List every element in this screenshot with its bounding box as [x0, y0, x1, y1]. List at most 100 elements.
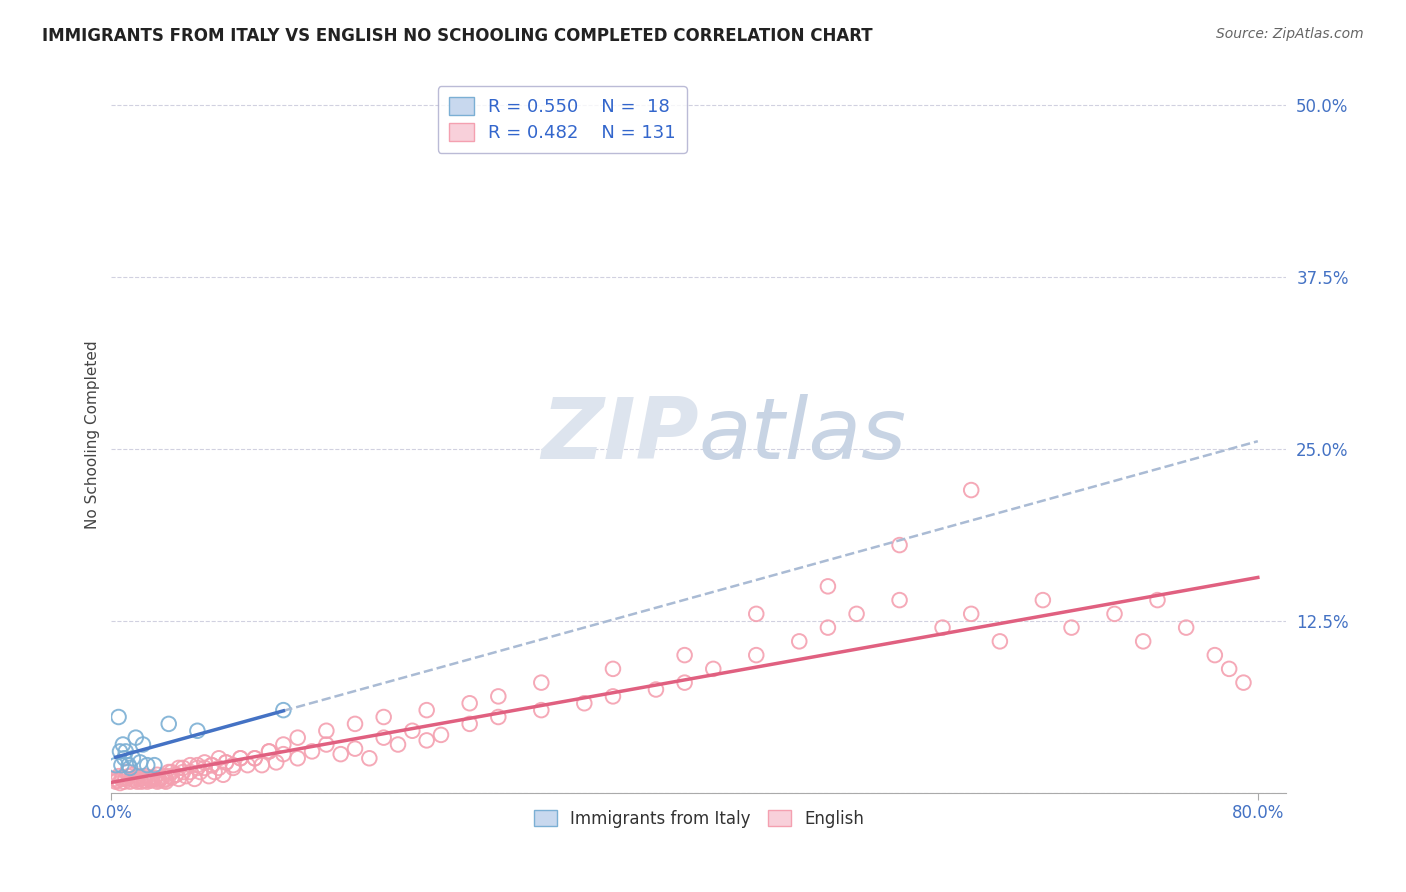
Point	[117, 758, 139, 772]
Point	[110, 772, 132, 786]
Point	[167, 772, 190, 786]
Point	[257, 744, 280, 758]
Point	[188, 764, 211, 779]
Point	[132, 738, 155, 752]
Point	[125, 771, 148, 785]
Point	[1132, 634, 1154, 648]
Point	[114, 772, 136, 786]
Point	[141, 773, 163, 788]
Point	[143, 758, 166, 772]
Point	[373, 731, 395, 745]
Point	[136, 774, 159, 789]
Point	[960, 483, 983, 497]
Point	[1104, 607, 1126, 621]
Point	[148, 773, 170, 788]
Point	[118, 761, 141, 775]
Point	[104, 774, 127, 789]
Point	[960, 607, 983, 621]
Point	[179, 758, 201, 772]
Point	[125, 731, 148, 745]
Point	[817, 579, 839, 593]
Point	[129, 772, 152, 786]
Point	[415, 733, 437, 747]
Point	[155, 772, 177, 786]
Point	[157, 769, 180, 783]
Point	[1146, 593, 1168, 607]
Point	[486, 690, 509, 704]
Point	[208, 761, 231, 775]
Point	[148, 772, 170, 786]
Point	[146, 768, 169, 782]
Text: atlas: atlas	[699, 393, 907, 476]
Point	[124, 773, 146, 788]
Point	[204, 764, 226, 779]
Point	[215, 756, 238, 770]
Point	[702, 662, 724, 676]
Point	[373, 710, 395, 724]
Point	[787, 634, 810, 648]
Point	[143, 771, 166, 785]
Point	[889, 593, 911, 607]
Point	[257, 744, 280, 758]
Point	[129, 756, 152, 770]
Point	[931, 621, 953, 635]
Point	[127, 774, 149, 789]
Point	[160, 771, 183, 785]
Point	[132, 771, 155, 785]
Text: ZIP: ZIP	[541, 393, 699, 476]
Point	[458, 717, 481, 731]
Point	[183, 772, 205, 786]
Point	[143, 772, 166, 786]
Point	[134, 773, 156, 788]
Point	[574, 696, 596, 710]
Point	[243, 751, 266, 765]
Point	[287, 731, 309, 745]
Point	[122, 768, 145, 782]
Point	[157, 764, 180, 779]
Point	[114, 744, 136, 758]
Point	[329, 747, 352, 761]
Point	[602, 662, 624, 676]
Point	[172, 764, 194, 779]
Point	[153, 769, 176, 783]
Point	[458, 696, 481, 710]
Point	[115, 764, 138, 779]
Point	[745, 648, 768, 662]
Point	[186, 723, 208, 738]
Point	[138, 772, 160, 786]
Point	[201, 758, 224, 772]
Point	[1204, 648, 1226, 662]
Text: IMMIGRANTS FROM ITALY VS ENGLISH NO SCHOOLING COMPLETED CORRELATION CHART: IMMIGRANTS FROM ITALY VS ENGLISH NO SCHO…	[42, 27, 873, 45]
Point	[110, 758, 132, 772]
Point	[160, 764, 183, 779]
Point	[111, 738, 134, 752]
Point	[401, 723, 423, 738]
Point	[153, 773, 176, 788]
Point	[486, 710, 509, 724]
Point	[174, 769, 197, 783]
Point	[167, 761, 190, 775]
Point	[105, 773, 128, 788]
Point	[530, 703, 553, 717]
Point	[530, 675, 553, 690]
Point	[111, 771, 134, 785]
Point	[845, 607, 868, 621]
Point	[108, 776, 131, 790]
Point	[112, 751, 135, 765]
Point	[139, 773, 162, 788]
Point	[1232, 675, 1254, 690]
Point	[301, 744, 323, 758]
Legend: Immigrants from Italy, English: Immigrants from Italy, English	[527, 803, 870, 834]
Point	[250, 758, 273, 772]
Point	[1060, 621, 1083, 635]
Point	[673, 648, 696, 662]
Point	[186, 758, 208, 772]
Point	[1032, 593, 1054, 607]
Point	[165, 768, 187, 782]
Point	[121, 772, 143, 786]
Point	[602, 690, 624, 704]
Point	[201, 758, 224, 772]
Point	[430, 728, 453, 742]
Point	[165, 768, 187, 782]
Point	[264, 756, 287, 770]
